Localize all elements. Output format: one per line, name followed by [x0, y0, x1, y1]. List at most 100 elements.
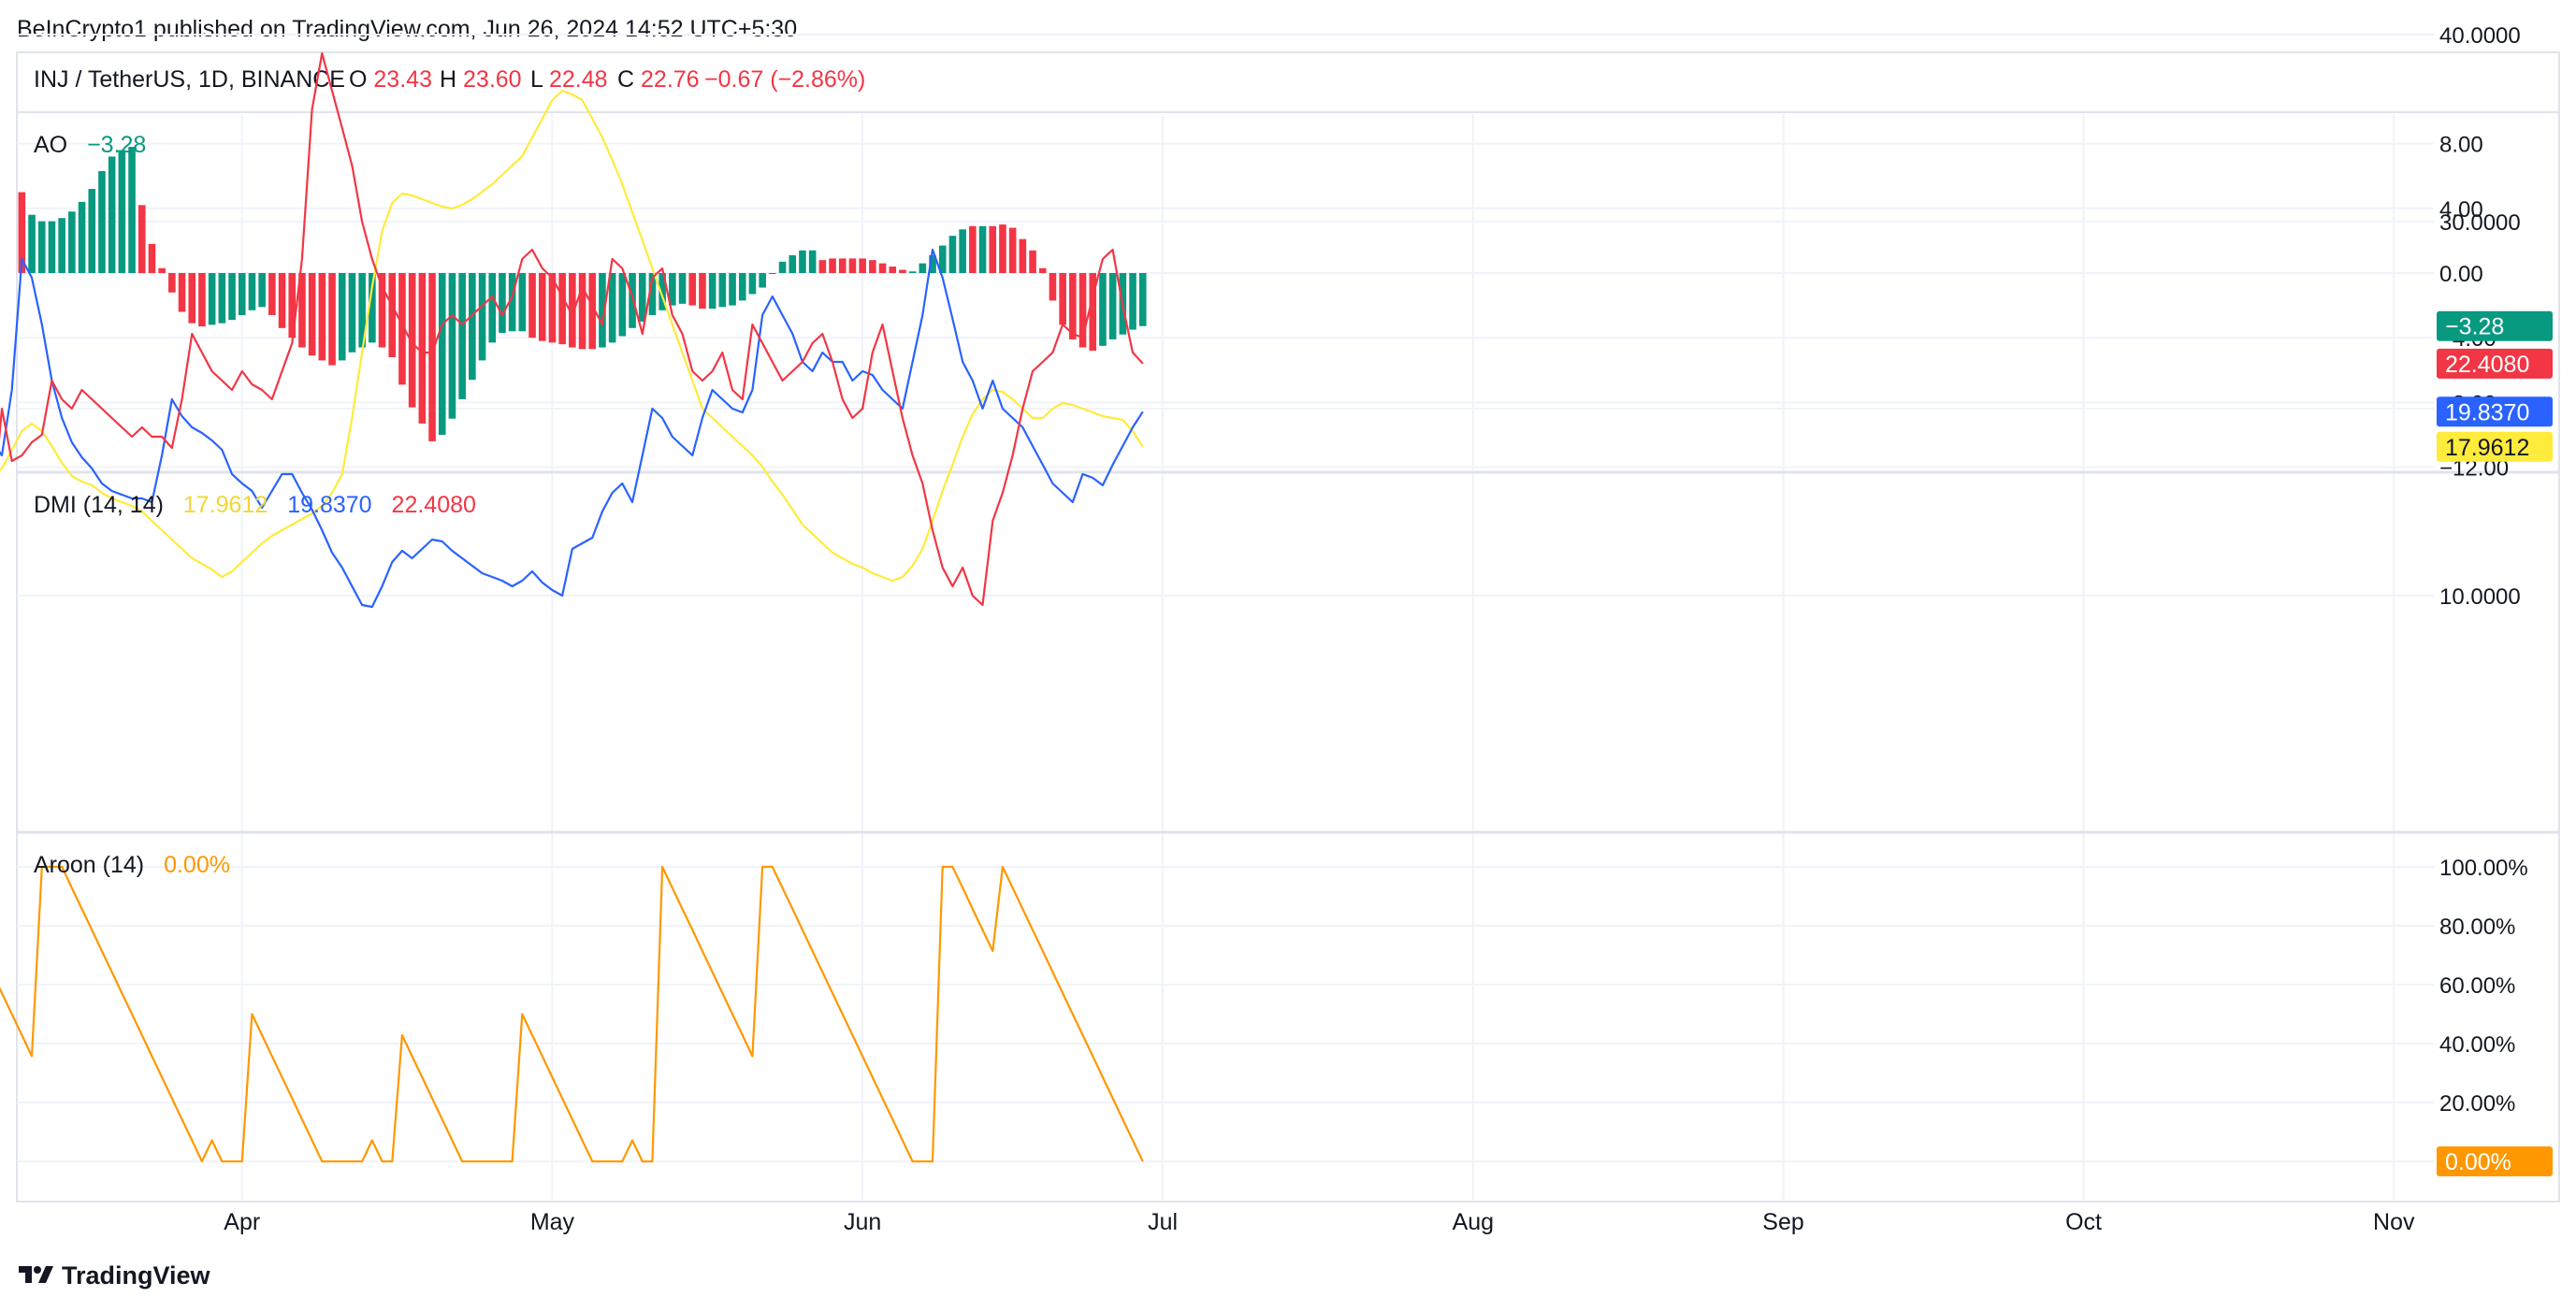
ao-bar — [1129, 273, 1136, 330]
ao-bar — [899, 269, 906, 273]
ao-bar — [478, 273, 486, 361]
ao-current-value: −3.28 — [87, 132, 146, 158]
ao-bar — [759, 273, 766, 288]
time-tick-label: Sep — [1762, 1209, 1803, 1235]
ao-bar — [869, 260, 876, 273]
dmi-plus-di-tag-bg — [2437, 396, 2553, 427]
dmi-minus-di-tag: 22.4080 — [2437, 348, 2553, 379]
ao-bar — [588, 273, 597, 350]
time-tick-label: Nov — [2373, 1209, 2415, 1235]
ao-bar — [58, 218, 65, 273]
ao-bar — [848, 258, 857, 273]
dmi-label: DMI (14, 14) — [34, 492, 164, 518]
time-tick-label: Oct — [2065, 1209, 2102, 1235]
ao-bar — [338, 273, 346, 361]
ao-bar — [248, 273, 256, 310]
dmi-price-scale[interactable]: 40.0000 30.0000 10.0000 22.4080 19.8370 17.96… — [2437, 23, 2553, 610]
ao-bar — [258, 273, 266, 308]
aroon-price-scale[interactable]: 100.00% 80.00% 60.00% 40.00% 20.00% 0.00% — [2437, 856, 2553, 1176]
ao-bar — [618, 273, 627, 337]
tradingview-logo[interactable]: TradingView — [19, 1261, 211, 1289]
ao-bar — [1099, 273, 1107, 346]
ao-bar — [548, 273, 557, 343]
ao-bar — [48, 221, 56, 273]
ao-bar — [118, 150, 126, 273]
aroon-last-value-tag: 0.00% — [2437, 1146, 2553, 1176]
aroon-last-value-tag-text: 0.00% — [2445, 1149, 2511, 1175]
ao-bar — [508, 273, 516, 332]
ao-bar — [1019, 238, 1027, 273]
ao-bar — [838, 258, 847, 273]
dmi-minus-di-line — [0, 51, 1144, 607]
ao-bar — [158, 267, 166, 273]
aroon-tick-label: 100.00% — [2439, 856, 2528, 881]
ao-bar — [68, 211, 76, 273]
ao-bar — [499, 273, 506, 334]
ao-bar — [738, 273, 746, 301]
symbol-legend[interactable]: INJ / TetherUS, 1D, BINANCE O 23.43 H 23… — [34, 66, 865, 93]
ao-bar — [458, 273, 466, 399]
dmi-plus-di-tag: 19.8370 — [2437, 396, 2553, 427]
ao-bar — [18, 192, 26, 273]
dmi-plus-di-tag-text: 19.8370 — [2445, 399, 2529, 425]
ao-bar — [1078, 273, 1087, 348]
ao-bar — [28, 214, 36, 273]
grid-layer — [17, 34, 2434, 1200]
ao-bar — [1108, 273, 1117, 339]
ao-bar — [929, 254, 936, 273]
ao-bar — [778, 261, 787, 273]
close-value: 22.76 — [641, 66, 700, 93]
ao-bar — [268, 273, 276, 315]
ao-bar — [298, 273, 306, 348]
ao-bar — [799, 250, 806, 273]
ao-bar — [948, 236, 957, 273]
ao-bar — [748, 273, 757, 295]
ao-tick-label: 8.00 — [2439, 133, 2483, 158]
ao-bar — [358, 273, 366, 348]
ao-bar — [108, 156, 116, 273]
ao-bar — [168, 273, 176, 293]
ao-bar — [37, 221, 46, 273]
ao-last-value-tag-text: −3.28 — [2445, 314, 2504, 340]
dmi-pane[interactable]: DMI (14, 14) 17.9612 19.8370 22.4080 40.… — [0, 23, 2553, 610]
aroon-last-value-tag-bg — [2437, 1146, 2553, 1176]
aroon-line — [0, 865, 1144, 1163]
ao-bar — [578, 273, 586, 350]
ao-bar — [608, 273, 616, 343]
minus-di-value: 22.4080 — [392, 492, 476, 518]
ao-tick-label: 0.00 — [2439, 262, 2483, 287]
ao-bar — [1138, 273, 1147, 326]
time-tick-label: Jul — [1148, 1209, 1178, 1235]
ao-bar — [878, 263, 887, 273]
ao-last-value-tag: −3.28 — [2437, 310, 2553, 341]
ao-bar — [448, 273, 456, 419]
dmi-minus-di-tag-bg — [2437, 348, 2553, 379]
ao-tick-label: 4.00 — [2439, 197, 2483, 223]
dmi-tick-label: 30.0000 — [2439, 210, 2521, 236]
aroon-pane[interactable]: Aroon (14) 0.00% 100.00% 80.00% 60.00% 40.0… — [0, 852, 2553, 1176]
ao-bar — [629, 273, 636, 328]
ao-bar — [1038, 267, 1047, 273]
ao-bar — [98, 171, 106, 273]
ao-pane[interactable]: AO −3.28 8.004.000.00−4.00−8.00−12.00−3.… — [18, 132, 2553, 482]
ao-bar — [999, 224, 1006, 273]
ao-bar — [288, 273, 297, 339]
ao-bar — [178, 273, 186, 312]
open-value: 23.43 — [373, 66, 432, 93]
time-axis[interactable]: Apr May Jun Jul Aug Sep Oct Nov — [224, 1209, 2415, 1235]
dmi-adx-line — [0, 89, 1144, 583]
ao-bar — [78, 201, 86, 273]
ao-bar — [708, 273, 716, 310]
aroon-tick-label: 60.00% — [2439, 973, 2515, 999]
ao-bar — [678, 273, 687, 304]
ao-bar — [278, 273, 286, 328]
dmi-adx-tag-bg — [2437, 431, 2553, 462]
ao-bar — [208, 273, 216, 325]
high-label: H — [440, 66, 456, 93]
tradingview-logo-icon — [19, 1266, 53, 1283]
ao-bar — [889, 267, 897, 273]
ao-bar — [829, 258, 836, 273]
ao-bar — [328, 273, 336, 366]
